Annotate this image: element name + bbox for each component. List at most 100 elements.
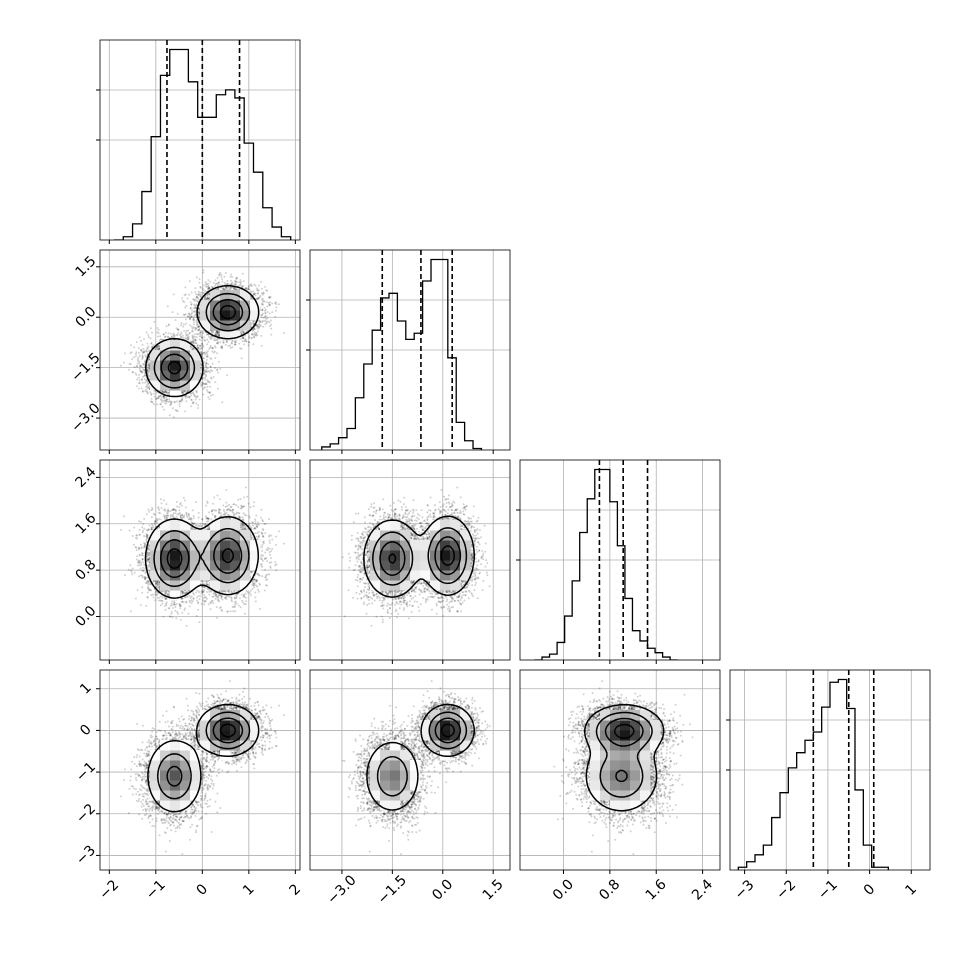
- scatter-point: [131, 358, 134, 361]
- scatter-point: [173, 401, 176, 404]
- scatter-point: [136, 365, 139, 368]
- scatter-point: [229, 287, 232, 290]
- scatter-point: [162, 333, 165, 336]
- scatter-point: [188, 395, 190, 398]
- scatter-point: [197, 310, 200, 313]
- scatter-point: [205, 382, 208, 385]
- scatter-point: [142, 347, 145, 350]
- scatter-point: [192, 340, 195, 343]
- scatter-point: [187, 329, 189, 332]
- scatter-point: [152, 343, 155, 346]
- scatter-point: [191, 347, 194, 350]
- scatter-point: [264, 285, 267, 288]
- scatter-point: [205, 375, 207, 378]
- scatter-point: [205, 333, 208, 336]
- scatter-point: [176, 410, 179, 413]
- scatter-point: [173, 335, 176, 338]
- scatter-point: [249, 284, 252, 287]
- scatter-point: [144, 390, 147, 393]
- scatter-point: [190, 313, 193, 316]
- scatter-point: [205, 294, 208, 297]
- scatter-point: [225, 286, 228, 289]
- scatter-point: [206, 333, 209, 336]
- scatter-point: [217, 334, 220, 337]
- scatter-point: [183, 329, 186, 332]
- scatter-point: [168, 400, 171, 403]
- scatter-point: [144, 381, 147, 384]
- scatter-point: [205, 298, 208, 301]
- scatter-point: [183, 294, 186, 297]
- scatter-point: [158, 346, 160, 349]
- scatter-point: [211, 393, 214, 396]
- scatter-point: [141, 371, 144, 374]
- scatter-point: [206, 295, 209, 298]
- scatter-point: [192, 393, 195, 396]
- scatter-point: [199, 286, 202, 289]
- scatter-point: [197, 407, 199, 410]
- scatter-point: [251, 336, 253, 339]
- scatter-point: [142, 351, 145, 354]
- scatter-point: [147, 364, 150, 367]
- scatter-point: [208, 335, 211, 338]
- scatter-point: [258, 284, 260, 287]
- scatter-point: [240, 332, 243, 335]
- scatter-point: [194, 298, 197, 301]
- scatter-point: [193, 342, 195, 345]
- scatter-point: [146, 367, 149, 369]
- scatter-point: [203, 352, 205, 354]
- scatter-point: [192, 317, 195, 320]
- scatter-point: [199, 293, 202, 296]
- scatter-point: [141, 358, 144, 360]
- scatter-point: [166, 305, 169, 308]
- scatter-point: [141, 381, 144, 384]
- scatter-point: [156, 347, 159, 350]
- scatter-point: [165, 396, 167, 399]
- scatter-point: [184, 313, 187, 316]
- scatter-point: [235, 277, 238, 280]
- scatter-point: [177, 328, 180, 331]
- scatter-point: [260, 314, 263, 317]
- scatter-point: [263, 306, 266, 309]
- scatter-point: [202, 330, 205, 333]
- scatter-point: [265, 320, 268, 323]
- scatter-point: [212, 376, 215, 378]
- scatter-point: [264, 311, 267, 314]
- scatter-point: [145, 390, 148, 393]
- scatter-point: [247, 286, 250, 289]
- scatter-point: [189, 317, 191, 319]
- scatter-point: [136, 362, 139, 365]
- scatter-point: [193, 333, 196, 336]
- scatter-point: [218, 281, 220, 284]
- scatter-point: [268, 295, 271, 298]
- scatter-point: [172, 336, 175, 339]
- scatter-point: [161, 391, 164, 394]
- scatter-point: [190, 315, 193, 318]
- scatter-point: [234, 287, 237, 290]
- scatter-point: [258, 296, 261, 299]
- scatter-point: [138, 336, 141, 339]
- scatter-point: [261, 287, 263, 290]
- scatter-point: [164, 331, 167, 334]
- scatter-point: [205, 361, 208, 364]
- scatter-point: [205, 383, 208, 386]
- scatter-point: [181, 397, 184, 400]
- scatter-point: [257, 325, 260, 328]
- scatter-point: [268, 303, 271, 306]
- scatter-point: [199, 344, 202, 347]
- scatter-point: [140, 378, 143, 381]
- scatter-point: [201, 382, 204, 385]
- scatter-point: [255, 324, 258, 327]
- scatter-point: [260, 316, 263, 319]
- scatter-point: [190, 325, 193, 328]
- scatter-point: [204, 373, 207, 376]
- scatter-point: [147, 336, 150, 339]
- scatter-point: [196, 329, 199, 332]
- scatter-point: [268, 321, 271, 324]
- scatter-point: [196, 333, 198, 335]
- scatter-point: [150, 393, 153, 396]
- scatter-point: [234, 280, 237, 283]
- scatter-point: [163, 408, 166, 411]
- scatter-point: [161, 390, 164, 393]
- scatter-point: [171, 335, 173, 338]
- scatter-point: [206, 370, 209, 373]
